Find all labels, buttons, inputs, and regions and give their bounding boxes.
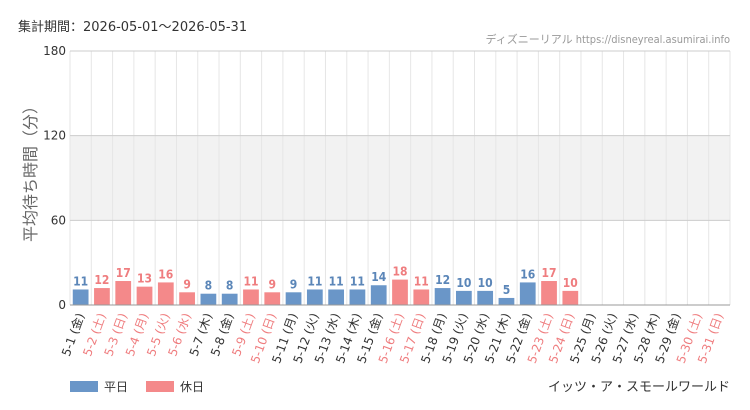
bar-value-label: 11 xyxy=(243,274,258,288)
bar-value-label: 8 xyxy=(226,279,234,293)
bar-value-label: 11 xyxy=(414,274,429,288)
bar xyxy=(136,286,153,305)
bar xyxy=(328,289,345,305)
bar xyxy=(392,279,408,305)
bar xyxy=(179,292,195,305)
bar xyxy=(477,290,494,305)
bar xyxy=(115,281,132,305)
legend-item-weekday[interactable]: 平日 xyxy=(70,378,128,395)
legend-label-holiday: 休日 xyxy=(180,380,205,394)
legend-item-holiday[interactable]: 休日 xyxy=(146,378,204,395)
bar xyxy=(94,288,110,305)
bar-value-label: 11 xyxy=(329,274,344,288)
bar-value-label: 11 xyxy=(73,274,88,288)
y-tick-label: 60 xyxy=(51,213,66,227)
source-label: ディズニーリアル https://disneyreal.asumirai.inf… xyxy=(485,33,730,46)
bar-value-label: 10 xyxy=(478,276,493,290)
bar xyxy=(455,290,472,305)
legend-label-weekday: 平日 xyxy=(104,380,129,394)
bar-value-label: 5 xyxy=(503,283,511,297)
bar xyxy=(285,292,302,305)
bar-value-label: 9 xyxy=(183,277,191,291)
legend-swatch-holiday xyxy=(146,381,175,392)
bar xyxy=(157,282,174,305)
y-tick-label: 0 xyxy=(58,298,66,312)
bar xyxy=(519,282,536,305)
bar-value-label: 16 xyxy=(158,267,173,281)
bar-value-label: 9 xyxy=(290,277,298,291)
bar xyxy=(370,285,387,305)
bar-value-label: 13 xyxy=(137,272,152,286)
legend: 平日 休日 xyxy=(70,378,204,395)
bar-value-label: 18 xyxy=(392,265,407,279)
bar xyxy=(72,289,89,305)
bar xyxy=(413,289,430,305)
bar xyxy=(264,292,281,305)
grid-band xyxy=(70,135,730,221)
bar-value-label: 11 xyxy=(350,274,365,288)
bar-value-label: 10 xyxy=(456,276,471,290)
bar xyxy=(243,289,259,305)
y-tick-label: 180 xyxy=(43,44,66,58)
bar-value-label: 12 xyxy=(435,273,450,287)
bar-value-label: 14 xyxy=(371,270,387,284)
bar-value-label: 16 xyxy=(520,267,535,281)
bar-value-label: 11 xyxy=(307,274,322,288)
bar xyxy=(200,293,217,305)
bar xyxy=(541,281,557,305)
bar-value-label: 8 xyxy=(205,279,213,293)
bar-value-label: 17 xyxy=(542,266,557,280)
attraction-name: イッツ・ア・スモールワールド xyxy=(547,380,730,395)
legend-swatch-weekday xyxy=(70,381,98,392)
bar xyxy=(349,289,366,305)
bar xyxy=(498,297,515,305)
bar xyxy=(562,290,579,305)
bar xyxy=(306,289,323,305)
bar-value-label: 10 xyxy=(563,276,578,290)
bar-value-label: 17 xyxy=(116,266,131,280)
bar xyxy=(221,293,238,305)
y-tick-label: 120 xyxy=(43,129,66,143)
bar xyxy=(434,288,451,305)
bar-value-label: 12 xyxy=(94,273,109,287)
bar-value-label: 9 xyxy=(269,277,277,291)
period-label: 集計期間：2026-05-01〜2026-05-31 xyxy=(18,20,248,35)
